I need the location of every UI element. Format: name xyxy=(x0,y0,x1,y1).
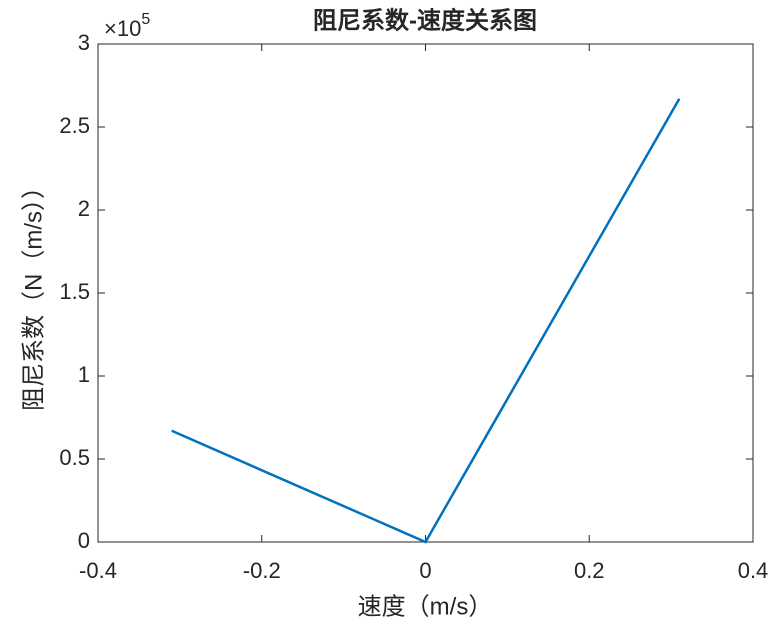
y-tick-label: 0.5 xyxy=(59,445,90,470)
x-axis-label: 速度（m/s） xyxy=(358,593,493,620)
y-tick-label: 0 xyxy=(78,528,90,553)
chart-title: 阻尼系数-速度关系图 xyxy=(313,6,537,34)
x-tick-label: 0.4 xyxy=(738,558,769,583)
y-exponent-power: 5 xyxy=(141,11,150,28)
y-exponent-base: ×10 xyxy=(104,16,141,41)
y-tick-label: 2 xyxy=(78,196,90,221)
y-tick-label: 1 xyxy=(78,362,90,387)
y-exponent: ×105 xyxy=(104,11,150,41)
data-line xyxy=(171,98,681,544)
x-tick-label: 0.2 xyxy=(574,558,605,583)
x-tick-label: 0 xyxy=(419,558,431,583)
y-tick-label: 3 xyxy=(78,30,90,55)
y-axis-label: 阻尼系数（N（m/s）） xyxy=(20,175,47,411)
y-tick-label: 1.5 xyxy=(59,279,90,304)
x-tick-label: -0.2 xyxy=(243,558,281,583)
x-tick-label: -0.4 xyxy=(79,558,117,583)
y-tick-label: 2.5 xyxy=(59,113,90,138)
